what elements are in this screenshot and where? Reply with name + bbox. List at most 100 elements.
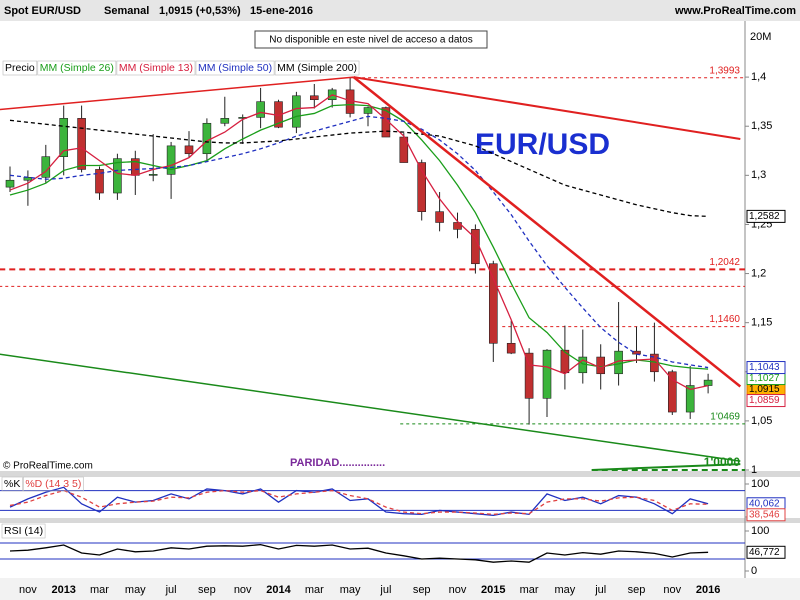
candle-body: [5, 179, 15, 188]
value-box: [746, 209, 786, 223]
candle-body: [363, 107, 373, 114]
y-tick-label: 1,2: [751, 267, 766, 279]
trendline: [353, 76, 741, 140]
candle-body: [220, 118, 230, 124]
legend-entry: %D (14 3 5): [25, 478, 81, 490]
candle-body: [542, 349, 552, 399]
y-tick-label: 100: [751, 478, 769, 490]
x-tick-label: jul: [594, 584, 606, 596]
candle-body: [148, 174, 158, 176]
candle-body: [184, 145, 194, 155]
value-box: [746, 508, 786, 522]
x-tick-label: nov: [449, 584, 467, 596]
candle-body: [435, 211, 444, 223]
legend-entry: MM (Simple 13): [119, 62, 193, 74]
x-tick-label: may: [340, 584, 361, 596]
candle-body: [77, 118, 86, 170]
legend-entry: Precio: [5, 62, 35, 74]
candle-body: [596, 356, 606, 375]
legend-frame: [23, 476, 84, 492]
trendline: [591, 463, 741, 471]
candle-body: [59, 118, 69, 157]
x-tick-label: sep: [198, 584, 216, 596]
value-box: [746, 394, 786, 408]
candle-body: [506, 342, 516, 354]
reference-label: 1,3993: [709, 65, 740, 76]
candle-body: [685, 385, 695, 413]
legend-entry: MM (Simple 200): [277, 62, 357, 74]
y-tick-label: 1,35: [751, 120, 772, 132]
candle-body: [41, 156, 51, 178]
candle-body: [166, 145, 176, 175]
legend-frame: [195, 60, 275, 76]
x-tick-label: nov: [234, 584, 252, 596]
date: 15-ene-2016: [250, 5, 313, 17]
value-box-label: 1,1043: [749, 362, 780, 373]
x-tick-label: nov: [19, 584, 37, 596]
value-box: [746, 361, 786, 375]
header-bar: [0, 0, 800, 21]
y-tick-label: 0: [751, 565, 757, 577]
candle-body: [703, 379, 713, 386]
legend-frame: [2, 60, 38, 76]
value-box: [746, 545, 786, 559]
value-box-label: 1,0859: [749, 395, 780, 406]
notice: No disponible en este nivel de acceso a …: [269, 35, 472, 46]
y-tick-label: 1: [751, 464, 757, 476]
legend-entry: RSI (14): [4, 525, 43, 537]
x-tick-label: 2015: [481, 584, 505, 596]
legend-frame: [116, 60, 196, 76]
panel-separator: [0, 471, 800, 477]
candle-body: [113, 158, 122, 194]
panel-separator: [0, 518, 800, 523]
volume-axis-label: 20M: [750, 31, 771, 43]
x-tick-label: sep: [413, 584, 431, 596]
value-box-label: 1,0915: [749, 384, 780, 395]
y-tick-label: 100: [751, 525, 769, 537]
y-tick-label: 1,4: [751, 71, 766, 83]
chart-title: Spot EUR/USD: [4, 5, 81, 17]
source: www.ProRealTime.com: [674, 5, 796, 17]
copyright: © ProRealTime.com: [3, 461, 93, 472]
legend-entry: MM (Simple 50): [198, 62, 272, 74]
x-tick-label: 2016: [696, 584, 720, 596]
reference-label: 1,1460: [709, 314, 740, 325]
x-tick-label: may: [555, 584, 576, 596]
candle-body: [471, 229, 480, 265]
x-tick-label: 2014: [266, 584, 291, 596]
candle-body: [292, 95, 301, 128]
candle-body: [488, 263, 498, 344]
legend-frame: [274, 60, 360, 76]
x-tick-label: nov: [663, 584, 681, 596]
candle-body: [667, 371, 677, 413]
candle-body: [524, 352, 534, 399]
series-line: [9, 94, 709, 391]
x-axis-bar: [0, 578, 800, 600]
candle-body: [560, 349, 570, 374]
series-line: [9, 119, 709, 218]
reference-label: 1'0469: [710, 412, 740, 423]
x-tick-label: jul: [165, 584, 177, 596]
x-tick-label: mar: [305, 584, 324, 596]
candle-body: [202, 122, 212, 155]
series-line: [9, 489, 709, 516]
candle-body: [256, 101, 265, 118]
legend-frame: [37, 60, 117, 76]
series-line: [9, 103, 709, 370]
x-tick-label: 2013: [51, 584, 75, 596]
y-tick-label: 1,05: [751, 415, 772, 427]
x-tick-label: jul: [379, 584, 391, 596]
x-tick-label: mar: [520, 584, 539, 596]
paridad-label: PARIDAD...............: [290, 457, 385, 469]
x-tick-label: sep: [628, 584, 646, 596]
candle-body: [95, 169, 104, 194]
value-box-label: 40,062: [749, 498, 780, 509]
value-box-label: 38,546: [749, 509, 780, 520]
candle-body: [23, 176, 33, 181]
trendline: [0, 76, 354, 111]
legend-frame: [1, 523, 46, 539]
y-tick-label: 1,15: [751, 317, 772, 329]
y-tick-label: 1,3: [751, 169, 766, 181]
legend: Precio MM (Simple 26) MM (Simple 13) MM (Si…: [2, 60, 360, 76]
